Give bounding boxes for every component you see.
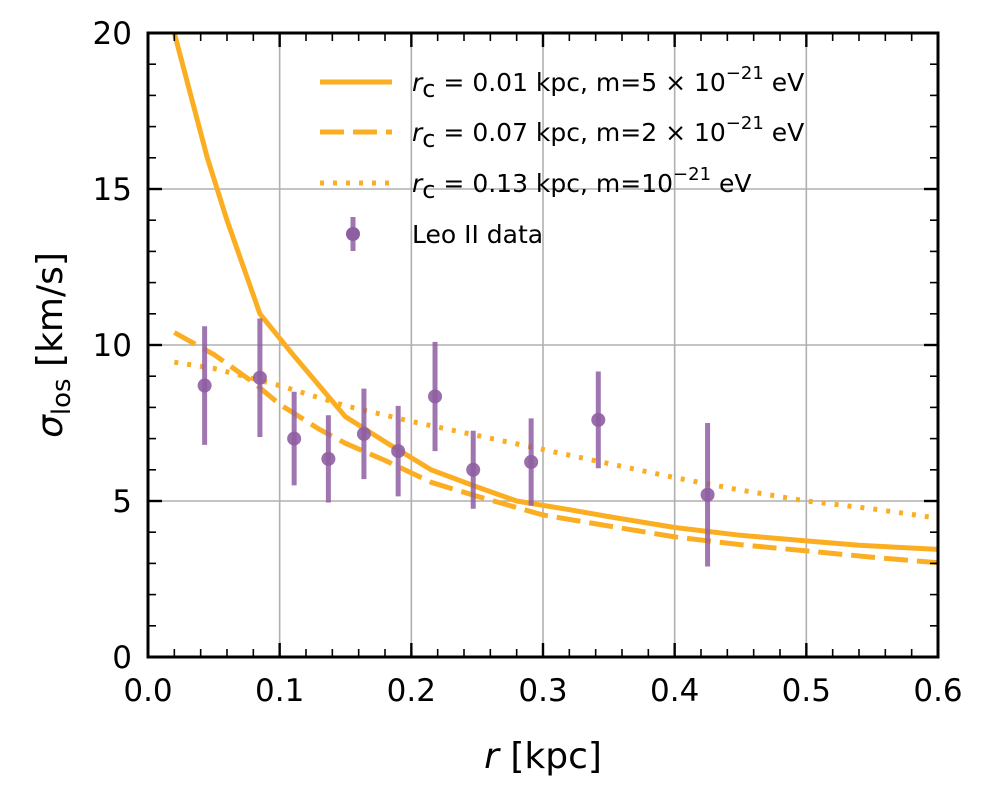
data-point bbox=[321, 451, 336, 466]
data-point bbox=[466, 462, 481, 477]
legend-label: rc = 0.07 kpc, m=2 × 10−21 eV bbox=[412, 113, 804, 153]
legend-label: rc = 0.13 kpc, m=10−21 eV bbox=[412, 164, 751, 204]
series-leo-ii-data bbox=[197, 318, 715, 567]
data-point bbox=[391, 444, 406, 459]
data-point bbox=[287, 431, 302, 446]
legend-item: rc = 0.01 kpc, m=5 × 10−21 eV bbox=[320, 63, 804, 103]
y-tick-label: 20 bbox=[93, 16, 132, 52]
legend: rc = 0.01 kpc, m=5 × 10−21 eV rc = 0.07 k… bbox=[320, 63, 804, 251]
y-axis-label: σlos [km/s] bbox=[30, 252, 77, 438]
y-tick-label: 15 bbox=[93, 172, 132, 208]
legend-item: rc = 0.13 kpc, m=10−21 eV bbox=[320, 164, 751, 204]
data-point bbox=[700, 487, 715, 502]
grid bbox=[148, 33, 938, 657]
data-point bbox=[428, 389, 443, 404]
x-tick-label: 0.1 bbox=[255, 673, 304, 709]
y-tick-label: 5 bbox=[112, 484, 132, 520]
legend-label: Leo II data bbox=[412, 220, 543, 249]
data-point bbox=[252, 370, 267, 385]
legend-item: rc = 0.07 kpc, m=2 × 10−21 eV bbox=[320, 113, 804, 153]
data-point bbox=[197, 378, 212, 393]
plot-area bbox=[171, 33, 938, 567]
data-point bbox=[524, 455, 539, 469]
x-axis-label: r [kpc] bbox=[484, 736, 602, 777]
x-tick-label: 0.6 bbox=[913, 673, 962, 709]
data-point bbox=[356, 426, 371, 441]
series-line-solid bbox=[171, 33, 938, 552]
series-line-dotted bbox=[173, 359, 938, 521]
legend-item: Leo II data bbox=[346, 217, 543, 251]
x-tick-label: 0.0 bbox=[123, 673, 172, 709]
x-tick-label: 0.3 bbox=[518, 673, 567, 709]
y-tick-label: 10 bbox=[93, 328, 132, 364]
legend-marker-point bbox=[346, 227, 360, 241]
legend-label: rc = 0.01 kpc, m=5 × 10−21 eV bbox=[412, 63, 804, 103]
axis-ticks: 0.0 0.1 0.2 0.3 0.4 0.5 0.6 0 5 10 15 20 bbox=[93, 16, 963, 709]
data-point bbox=[591, 412, 606, 427]
series-line-dashed bbox=[173, 330, 938, 566]
x-tick-label: 0.5 bbox=[782, 673, 831, 709]
y-tick-label: 0 bbox=[112, 640, 132, 676]
axis-labels: r [kpc] σlos [km/s] bbox=[30, 252, 602, 777]
x-tick-label: 0.4 bbox=[650, 673, 699, 709]
x-tick-label: 0.2 bbox=[387, 673, 436, 709]
